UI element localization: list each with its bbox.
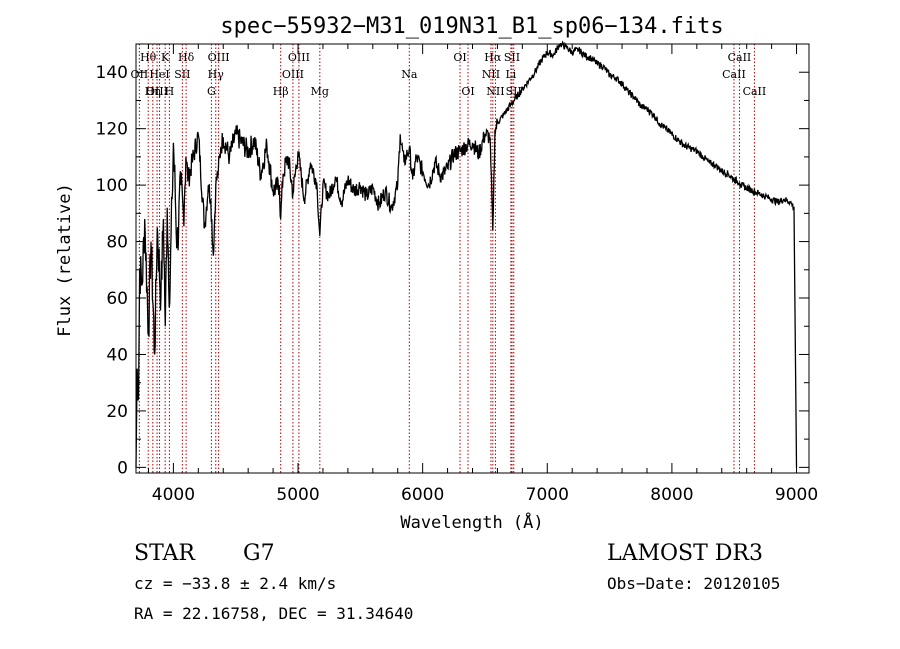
emission-line-label: NII [486,85,504,98]
emission-line-label: CaII [728,51,752,64]
emission-line-label: K [161,51,170,64]
emission-line-label: CaII [722,68,746,81]
x-tick-label: 5000 [276,485,319,505]
emission-line-markers [138,44,755,473]
x-tick-label: 9000 [775,485,818,505]
emission-line-label: OI [453,51,466,64]
emission-line-label: Hγ [208,68,225,81]
survey-name: LAMOST DR3 [607,541,763,566]
emission-line-label: HeI [149,68,169,81]
y-axis-ticks: 0 20 40 60 80 100 120 140 [96,63,809,478]
y-tick-label: 20 [106,402,128,422]
object-subclass: G7 [243,541,275,566]
emission-line-label: CaII [743,85,767,98]
object-class: STAR [134,541,196,566]
y-tick-label: 60 [106,289,128,309]
emission-line-label: Hα [484,51,502,64]
x-tick-label: 7000 [526,485,569,505]
emission-line-label: Li [505,68,516,81]
emission-line-label: Hθ [140,51,157,64]
y-tick-label: 120 [96,120,128,140]
x-tick-label: 8000 [650,485,693,505]
emission-line-label: Na [401,68,418,81]
emission-line-label: OII [131,68,149,81]
emission-line-label: OIII [208,51,230,64]
emission-line-label: OIII [146,85,168,98]
y-axis-label: Flux (relative) [55,183,75,337]
emission-line-label: G [207,85,216,98]
obs-date: Obs−Date: 20120105 [607,574,780,593]
emission-line-label: H [165,85,175,98]
emission-line-label: NII [482,68,500,81]
y-tick-label: 40 [106,345,128,365]
emission-line-label: SII [174,68,190,81]
y-tick-label: 80 [106,233,128,253]
x-tick-label: 4000 [152,485,195,505]
y-tick-label: 100 [96,176,128,196]
x-axis-ticks: 4000 5000 6000 7000 8000 9000 [147,44,818,505]
plot-frame [135,43,810,474]
emission-line-label: Hη [145,85,161,98]
chart-title: spec−55932−M31_019N31_B1_sp06−134.fits [220,14,723,39]
emission-line-label: Hδ [178,51,195,64]
ra-dec: RA = 22.16758, DEC = 31.34640 [134,604,413,623]
x-axis-label: Wavelength (Å) [400,511,543,533]
emission-line-label: Hβ [273,85,289,98]
emission-line-label: SII [504,51,520,64]
spectrum-line [135,40,798,468]
emission-line-label: OI [461,85,474,98]
emission-line-label: OIII [288,51,310,64]
emission-line-label: OIII [282,68,304,81]
redshift-cz: cz = −33.8 ± 2.4 km/s [134,574,336,593]
emission-line-label: Mg [311,85,329,98]
y-tick-label: 0 [117,458,128,478]
y-tick-label: 140 [96,63,128,83]
x-tick-label: 6000 [401,485,444,505]
